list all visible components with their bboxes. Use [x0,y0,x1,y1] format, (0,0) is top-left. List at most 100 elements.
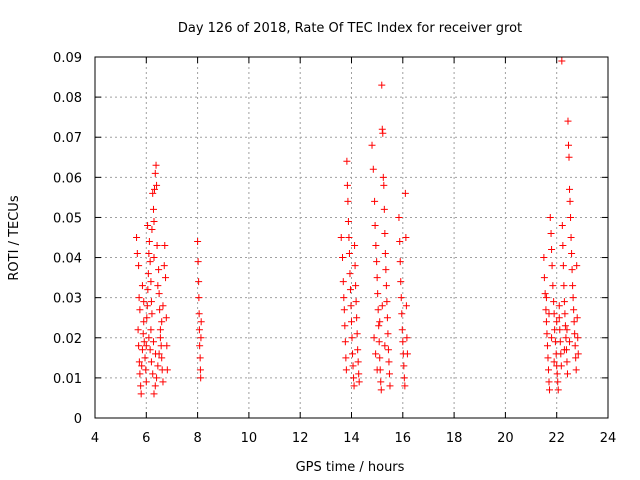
y-tick-label: 0.02 [53,332,82,347]
data-point [355,378,363,386]
data-point [564,141,572,149]
data-point [542,318,550,326]
y-axis-label: ROTI / TECUs [7,195,22,280]
data-point [556,326,564,334]
data-point [401,189,409,197]
data-point [196,366,204,374]
data-point [378,81,386,89]
data-point [556,338,564,346]
data-point [133,250,141,258]
data-point [349,362,357,370]
data-point [152,161,160,169]
data-point [377,386,385,394]
data-point [543,342,551,350]
data-point [156,334,164,342]
data-point [147,326,155,334]
data-point [134,326,142,334]
data-point [374,290,382,298]
data-point [397,278,405,286]
data-point [133,234,141,241]
data-point [554,378,562,386]
data-point [374,306,382,314]
data-point [142,366,150,374]
data-point [570,306,578,314]
data-point [559,262,567,270]
data-point [572,366,580,374]
data-point [546,386,554,394]
data-point [398,326,406,334]
data-point [402,302,410,310]
data-point [197,374,205,382]
data-point [162,274,170,282]
data-point [558,221,566,229]
data-point [542,294,550,302]
data-point [347,302,355,310]
data-point [540,254,548,262]
y-tick-label: 0.03 [53,292,82,307]
x-tick-label: 8 [193,431,201,446]
data-point [348,334,356,342]
data-point [382,282,390,290]
data-point [574,350,582,358]
data-point [163,342,171,350]
data-point [383,298,391,306]
x-tick-label: 16 [395,431,412,446]
data-point [381,342,389,350]
data-point [355,370,363,378]
data-point [350,382,358,390]
data-point [196,354,204,362]
data-point [380,205,388,213]
data-point [143,302,151,310]
data-point [553,318,561,326]
data-point [349,350,357,358]
data-point [155,266,163,274]
data-point [401,382,409,390]
data-point [402,234,410,241]
data-point [135,262,143,270]
data-point [557,362,565,370]
data-point [396,238,404,246]
data-point [339,278,347,286]
data-point [567,234,575,241]
data-point [559,242,567,250]
data-point [137,382,145,390]
data-point [151,382,159,390]
data-point [147,298,155,306]
data-point [571,330,579,338]
data-point [560,282,568,290]
data-point [150,254,158,262]
data-point [379,173,387,181]
data-point [354,346,362,354]
x-tick-label: 12 [292,431,309,446]
data-point [400,374,408,382]
x-tick-label: 14 [343,431,360,446]
data-point [557,350,565,358]
data-point [135,358,143,366]
data-point [142,378,150,386]
data-point [370,334,378,342]
data-point [378,125,386,133]
data-point [384,330,392,338]
data-point [195,326,203,334]
data-point [337,234,345,241]
data-point [148,225,156,233]
data-point [195,294,203,302]
data-point [353,330,361,338]
chart-title: Day 126 of 2018, Rate Of TEC Index for r… [178,21,522,36]
data-point [543,330,551,338]
data-point [149,370,157,378]
data-point [138,362,146,370]
data-point [381,229,389,237]
data-point [159,378,167,386]
data-point [149,338,157,346]
data-point [142,342,150,350]
data-point [377,378,385,386]
data-point [381,250,389,258]
x-tick-label: 4 [91,431,99,446]
data-point [140,298,148,306]
data-point [145,250,153,258]
data-point [348,318,355,326]
data-point [146,258,154,266]
data-point [135,294,143,302]
